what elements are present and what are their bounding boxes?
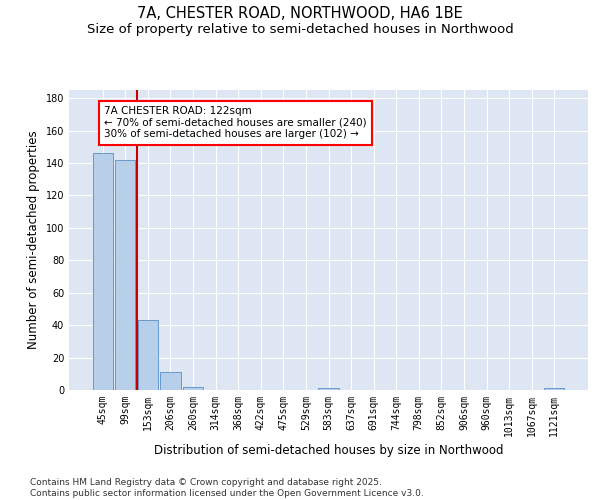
Bar	[115, 160, 136, 390]
Text: Contains HM Land Registry data © Crown copyright and database right 2025.
Contai: Contains HM Land Registry data © Crown c…	[30, 478, 424, 498]
Text: 7A, CHESTER ROAD, NORTHWOOD, HA6 1BE: 7A, CHESTER ROAD, NORTHWOOD, HA6 1BE	[137, 6, 463, 20]
Text: 7A CHESTER ROAD: 122sqm
← 70% of semi-detached houses are smaller (240)
30% of s: 7A CHESTER ROAD: 122sqm ← 70% of semi-de…	[104, 106, 367, 140]
X-axis label: Distribution of semi-detached houses by size in Northwood: Distribution of semi-detached houses by …	[154, 444, 503, 458]
Y-axis label: Number of semi-detached properties: Number of semi-detached properties	[27, 130, 40, 350]
Bar	[544, 388, 565, 390]
Bar	[160, 372, 181, 390]
Bar	[183, 387, 203, 390]
Bar	[319, 388, 338, 390]
Bar	[138, 320, 158, 390]
Text: Size of property relative to semi-detached houses in Northwood: Size of property relative to semi-detach…	[86, 22, 514, 36]
Bar	[92, 153, 113, 390]
